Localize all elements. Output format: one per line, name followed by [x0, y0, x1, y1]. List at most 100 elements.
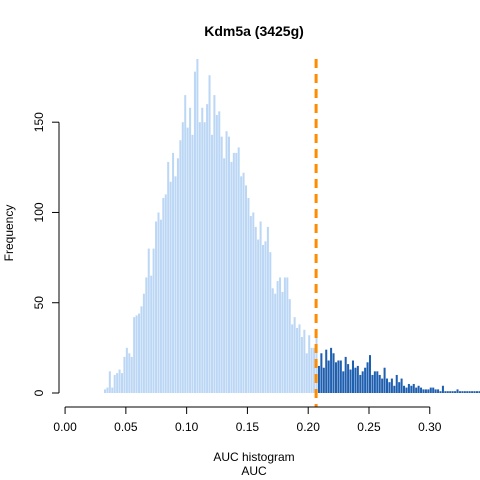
histogram-bar [252, 212, 255, 393]
histogram-bar [468, 391, 471, 393]
x-tick-label: 0.25 [357, 420, 381, 434]
histogram-bar [257, 239, 260, 393]
histogram-bar [305, 353, 308, 393]
histogram-bar [310, 347, 313, 393]
histogram-bar [118, 369, 121, 393]
histogram-bar [386, 378, 389, 393]
histogram-bar [439, 391, 442, 393]
x-axis-sublabel: AUC [241, 464, 267, 478]
x-tick-label: 0.15 [236, 420, 260, 434]
histogram-bar [354, 367, 357, 393]
histogram-bar [147, 248, 150, 393]
histogram-bar [125, 347, 128, 393]
chart-title: Kdm5a (3425g) [204, 23, 304, 39]
histogram-bar [249, 216, 252, 393]
histogram-bar [271, 288, 274, 393]
histogram-bar [381, 378, 384, 393]
histogram-bar [441, 385, 444, 393]
histogram-bar [240, 176, 243, 393]
histogram-bar [332, 353, 335, 393]
histogram-bar [181, 122, 184, 393]
y-axis-label: Frequency [2, 205, 16, 262]
y-tick-label: 0 [32, 389, 46, 396]
histogram-bar [337, 360, 340, 393]
histogram-bar [198, 122, 201, 393]
histogram-bar [456, 389, 459, 393]
histogram-bar [317, 365, 320, 393]
histogram-bar [461, 391, 464, 393]
histogram-bar [347, 364, 350, 393]
histogram-bar [359, 374, 362, 393]
x-axis-label: AUC histogram [213, 450, 294, 464]
histogram-bar [478, 391, 480, 393]
histogram-bar [123, 356, 126, 393]
histogram-bar [223, 158, 226, 393]
histogram-bar [111, 387, 114, 393]
histogram-bar [262, 244, 265, 393]
histogram-bar [327, 360, 330, 393]
histogram-bar [218, 111, 221, 394]
histogram-bar [281, 291, 284, 393]
histogram-bar [405, 387, 408, 393]
histogram-bar [291, 324, 294, 393]
histogram-bar [371, 374, 374, 393]
y-axis-ticks: 0 50 100 150 [32, 112, 59, 396]
histogram-bar [237, 147, 240, 393]
histogram-bar [407, 383, 410, 393]
histogram-bar [193, 71, 196, 393]
histogram-bar [325, 349, 328, 393]
x-tick-label: 0.30 [418, 420, 442, 434]
histogram-bar [164, 194, 167, 393]
histogram-bar [415, 387, 418, 393]
histogram-bar [259, 221, 262, 393]
histogram-bar [201, 107, 204, 393]
histogram-bar [108, 371, 111, 393]
histogram-bar [279, 277, 282, 393]
histogram-bar [388, 382, 391, 393]
histogram-bar [140, 306, 143, 393]
histogram-bar [463, 391, 466, 393]
histogram-bar [410, 385, 413, 393]
histogram-bar [344, 356, 347, 393]
histogram-bar [383, 367, 386, 393]
histogram-bar [113, 374, 116, 393]
histogram-bar [308, 335, 311, 393]
histogram-bar [427, 389, 430, 393]
histogram-bar [432, 387, 435, 393]
histogram-bar [225, 131, 228, 393]
histogram-bar [349, 369, 352, 393]
histogram-bar [466, 391, 469, 393]
histogram-bar [437, 389, 440, 393]
histogram-bar [130, 356, 133, 393]
histogram-bar [116, 373, 119, 393]
histogram-bar [395, 374, 398, 393]
x-tick-label: 0.10 [175, 420, 199, 434]
histogram-bar [215, 114, 218, 393]
histogram-bar [364, 367, 367, 393]
histogram-bar [162, 198, 165, 393]
histogram-bar [150, 275, 153, 393]
histogram-bar [266, 226, 269, 393]
x-tick-label: 0.00 [53, 420, 77, 434]
histogram-bar [142, 293, 145, 393]
histogram-bar [157, 212, 160, 393]
histogram-bar [417, 385, 420, 393]
histogram-bar [138, 313, 141, 393]
histogram-bar [206, 104, 209, 393]
histogram-bar [247, 198, 250, 393]
y-tick-label: 50 [32, 296, 46, 310]
y-tick-label: 100 [32, 202, 46, 222]
histogram-bar [420, 387, 423, 393]
histogram-bar [186, 127, 189, 394]
histogram-bar [121, 373, 124, 393]
histogram-bar [446, 391, 449, 393]
histogram-bar [393, 385, 396, 393]
histogram-bar [176, 158, 179, 393]
histogram-bar [320, 353, 323, 393]
histogram-bar [189, 107, 192, 393]
histogram-bar [169, 181, 172, 393]
histogram-bar [106, 387, 109, 393]
histogram-bar [398, 382, 401, 393]
histogram-bar [366, 362, 369, 393]
histogram-bar [300, 337, 303, 393]
